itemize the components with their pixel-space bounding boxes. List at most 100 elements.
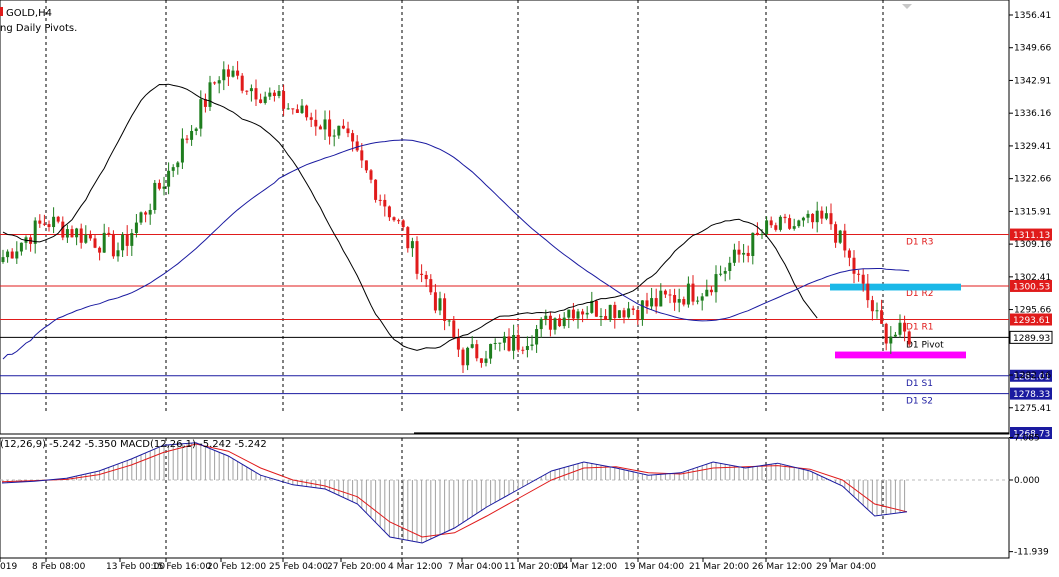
candle-body bbox=[792, 226, 796, 229]
price-badge-label: 1311.13 bbox=[1013, 231, 1050, 241]
time-tick-label: 11 Mar 20:00 bbox=[504, 562, 564, 572]
candle-body bbox=[337, 125, 341, 136]
price-tick-label: 1329.41 bbox=[1014, 142, 1051, 152]
candle-body bbox=[111, 233, 115, 257]
candle-body bbox=[774, 225, 778, 230]
candle-body bbox=[226, 69, 230, 77]
candle-body bbox=[847, 250, 851, 258]
candle-body bbox=[461, 349, 465, 366]
candle-body bbox=[843, 230, 847, 251]
pivot-label: D1 R1 bbox=[906, 323, 934, 333]
candle-body bbox=[907, 331, 911, 345]
shift-arrow-icon[interactable] bbox=[902, 4, 912, 9]
time-tick-label: 19 Mar 04:00 bbox=[624, 562, 684, 572]
candle-body bbox=[1, 257, 5, 262]
price-axis: 1356.41 1349.66 1342.91 1336.16 1329.41 1322.… bbox=[1009, 11, 1051, 414]
candle-body bbox=[199, 99, 203, 129]
candle-body bbox=[424, 274, 428, 280]
candle-body bbox=[801, 217, 805, 221]
ma-slow-line bbox=[2, 139, 910, 360]
candle-body bbox=[75, 228, 79, 238]
candle-body bbox=[903, 322, 907, 332]
macd-main-line bbox=[1, 442, 908, 544]
time-tick-label: 25 Feb 04:00 bbox=[269, 562, 328, 572]
candle-body bbox=[512, 334, 516, 351]
candle-body bbox=[116, 250, 120, 257]
resistance-zone bbox=[830, 283, 961, 291]
candle-body bbox=[79, 228, 83, 243]
candle-body bbox=[516, 334, 520, 350]
candle-body bbox=[875, 310, 879, 312]
candle-body bbox=[852, 257, 856, 274]
symbol-marker bbox=[0, 7, 3, 16]
pivot-label: D1 Pivot bbox=[906, 340, 944, 350]
candle-body bbox=[778, 216, 782, 230]
candle-body bbox=[659, 290, 663, 307]
time-tick-label: 27 Feb 20:00 bbox=[327, 562, 386, 572]
candle-body bbox=[581, 311, 585, 315]
candle-body bbox=[397, 220, 401, 222]
candle-body bbox=[714, 274, 718, 293]
time-tick-label: 15 Feb 16:00 bbox=[152, 562, 211, 572]
candle-body bbox=[180, 138, 184, 163]
candle-body bbox=[263, 96, 267, 103]
candle-body bbox=[277, 91, 281, 96]
candle-body bbox=[222, 69, 226, 81]
candle-body bbox=[107, 232, 111, 234]
candle-body bbox=[360, 150, 364, 161]
candle-body bbox=[121, 234, 125, 251]
candle-body bbox=[553, 318, 557, 330]
candle-body bbox=[829, 213, 833, 225]
price-tick-label: 1315.91 bbox=[1014, 207, 1051, 217]
candle-body bbox=[102, 232, 106, 253]
candle-body bbox=[682, 299, 686, 305]
candle-body bbox=[153, 182, 157, 210]
candle-body bbox=[668, 294, 672, 296]
candle-body bbox=[300, 105, 304, 113]
candle-body bbox=[406, 227, 410, 249]
time-tick-label: 14 Mar 12:00 bbox=[557, 562, 617, 572]
candle-body bbox=[576, 311, 580, 319]
time-tick-label: 8 Feb 08:00 bbox=[32, 562, 86, 572]
candle-body bbox=[84, 234, 88, 243]
candle-body bbox=[162, 186, 166, 189]
candles bbox=[1, 61, 911, 374]
candle-body bbox=[268, 92, 272, 97]
candle-body bbox=[479, 358, 483, 363]
candle-body bbox=[769, 220, 773, 226]
candle-body bbox=[130, 233, 134, 246]
candle-body bbox=[213, 82, 217, 84]
candle-body bbox=[723, 270, 727, 274]
price-tick-label: 1336.16 bbox=[1014, 109, 1051, 119]
macd-tick-label: -11.939 bbox=[1014, 548, 1049, 558]
candle-body bbox=[530, 344, 534, 346]
candle-body bbox=[415, 241, 419, 274]
symbol-label: GOLD,H4 bbox=[6, 8, 52, 19]
candle-body bbox=[38, 220, 42, 224]
price-badge bbox=[1010, 369, 1052, 382]
candle-body bbox=[567, 309, 571, 318]
price-badge bbox=[1010, 228, 1052, 241]
candle-body bbox=[880, 310, 884, 324]
time-tick-label: 29 Mar 04:00 bbox=[816, 562, 876, 572]
candle-body bbox=[346, 128, 350, 134]
candle-body bbox=[834, 224, 838, 243]
low-price-label: 1268.73 bbox=[1013, 430, 1050, 440]
candle-body bbox=[765, 220, 769, 235]
candle-body bbox=[42, 223, 46, 225]
candle-body bbox=[696, 300, 700, 302]
candle-body bbox=[134, 222, 138, 234]
candle-body bbox=[893, 334, 897, 337]
price-badge bbox=[1010, 313, 1052, 326]
candle-body bbox=[608, 304, 612, 321]
candle-body bbox=[783, 216, 787, 219]
price-badge bbox=[1009, 330, 1053, 344]
candle-body bbox=[452, 320, 456, 338]
candle-body bbox=[410, 241, 414, 249]
candle-body bbox=[456, 337, 460, 350]
candle-body bbox=[190, 130, 194, 140]
macd-tick-label: 0.000 bbox=[1014, 476, 1040, 486]
candle-body bbox=[282, 91, 286, 109]
